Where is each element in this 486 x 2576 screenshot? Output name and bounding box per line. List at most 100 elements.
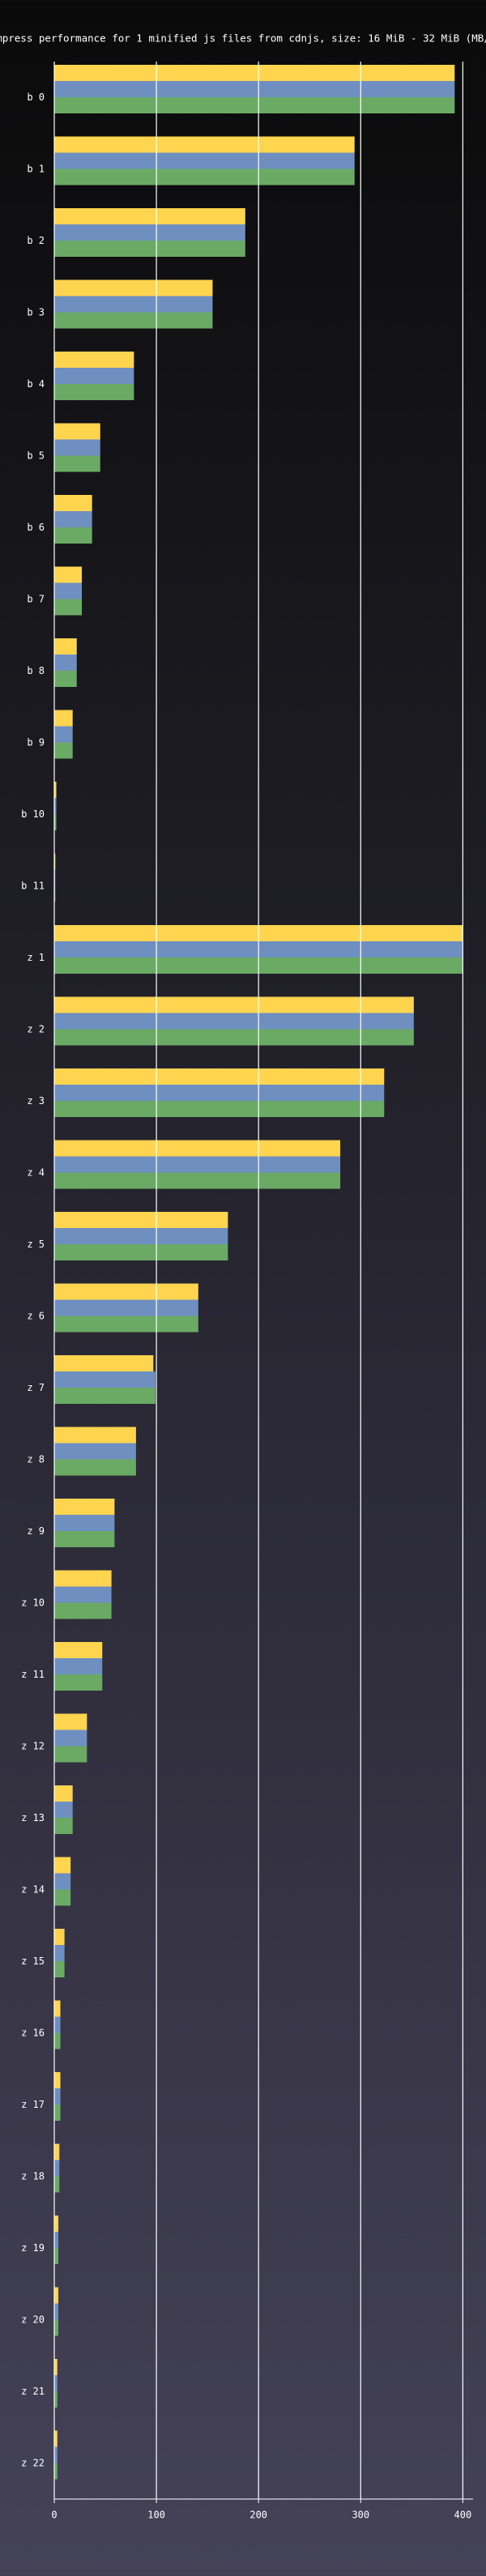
- bar: [54, 1945, 65, 1961]
- bar: [54, 1961, 65, 1977]
- y-tick-label: b 10: [21, 808, 45, 820]
- bar: [54, 1873, 71, 1890]
- bar: [54, 1929, 65, 1945]
- bar: [54, 2248, 59, 2264]
- x-tick-label: 0: [51, 2510, 57, 2521]
- bar: [54, 279, 213, 296]
- y-tick-label: z 19: [21, 2242, 45, 2254]
- bar: [54, 1443, 136, 1460]
- bar: [54, 814, 57, 830]
- y-tick-label: z 18: [21, 2170, 45, 2181]
- bar: [54, 853, 56, 870]
- bar: [54, 638, 77, 655]
- bar: [54, 423, 100, 440]
- bar: [54, 2176, 60, 2193]
- y-tick-label: z 4: [27, 1166, 45, 1178]
- y-tick-label: b 5: [27, 450, 45, 461]
- bar: [54, 81, 455, 97]
- x-tick-label: 300: [352, 2510, 369, 2521]
- bar: [54, 352, 134, 368]
- bar: [54, 1889, 71, 1906]
- bar: [54, 312, 213, 329]
- x-tick-label: 200: [249, 2510, 267, 2521]
- bar: [54, 384, 134, 400]
- bar: [54, 1355, 154, 1371]
- y-tick-label: b 0: [27, 92, 45, 103]
- bar: [54, 1713, 87, 1730]
- y-tick-label: b 6: [27, 522, 45, 533]
- bar: [54, 655, 77, 671]
- bar: [54, 1371, 156, 1388]
- y-tick-label: z 6: [27, 1310, 45, 1321]
- bar: [54, 511, 92, 527]
- bar: [54, 2232, 59, 2248]
- bar: [54, 1586, 112, 1603]
- y-tick-label: b 7: [27, 593, 45, 604]
- bar: [54, 495, 92, 511]
- y-tick-label: z 10: [21, 1597, 45, 1608]
- bar: [54, 1388, 156, 1404]
- bar: [54, 2143, 60, 2160]
- y-tick-label: z 22: [21, 2457, 45, 2468]
- y-tick-label: b 1: [27, 163, 45, 174]
- bar: [54, 152, 355, 169]
- y-tick-label: z 15: [21, 1955, 45, 1967]
- bar: [54, 726, 73, 743]
- chart-title: Compress performance for 1 minified js f…: [0, 32, 486, 45]
- bar: [54, 1299, 198, 1316]
- y-tick-label: z 5: [27, 1239, 45, 1250]
- bar: [54, 1818, 73, 1834]
- bar: [54, 439, 100, 456]
- bar: [54, 2359, 58, 2375]
- bar: [54, 2319, 59, 2336]
- y-tick-label: z 2: [27, 1023, 45, 1034]
- bar: [54, 1228, 228, 1244]
- y-tick-label: b 8: [27, 665, 45, 676]
- bar: [54, 1459, 136, 1476]
- bar: [54, 1515, 115, 1531]
- y-tick-label: b 4: [27, 378, 45, 390]
- bar: [54, 2446, 58, 2463]
- bar: [54, 1316, 198, 1333]
- bar: [54, 1857, 71, 1874]
- bar: [54, 2430, 58, 2447]
- bar: [54, 224, 245, 241]
- bar: [54, 1729, 87, 1746]
- y-tick-label: z 7: [27, 1382, 45, 1393]
- bar: [54, 1658, 103, 1674]
- bar: [54, 241, 245, 257]
- bar: [54, 582, 83, 599]
- y-tick-label: z 16: [21, 2027, 45, 2038]
- bar: [54, 2303, 59, 2320]
- y-tick-label: z 11: [21, 1669, 45, 1680]
- y-tick-label: z 20: [21, 2314, 45, 2325]
- bar: [54, 1602, 112, 1619]
- bar: [54, 1746, 87, 1763]
- bar: [54, 1212, 228, 1228]
- bar: [54, 1140, 341, 1157]
- bar: [54, 368, 134, 384]
- bar: [54, 742, 73, 759]
- y-tick-label: z 8: [27, 1453, 45, 1465]
- bar: [54, 1085, 385, 1101]
- y-tick-label: z 21: [21, 2386, 45, 2397]
- bar: [54, 1531, 115, 1547]
- bar: [54, 1802, 73, 1818]
- bar: [54, 1101, 385, 1117]
- bar: [54, 136, 355, 153]
- bar: [54, 671, 77, 687]
- bar: [54, 599, 83, 616]
- bar: [54, 710, 73, 727]
- y-tick-label: z 9: [27, 1525, 45, 1537]
- bar: [54, 2375, 58, 2391]
- bar: [54, 885, 56, 902]
- bar: [54, 566, 83, 583]
- bar: [54, 1427, 136, 1444]
- bar: [54, 97, 455, 113]
- y-tick-label: z 14: [21, 1883, 45, 1895]
- bar: [54, 2016, 61, 2033]
- bar: [54, 1068, 385, 1085]
- bar: [54, 1785, 73, 1802]
- bar: [54, 1244, 228, 1260]
